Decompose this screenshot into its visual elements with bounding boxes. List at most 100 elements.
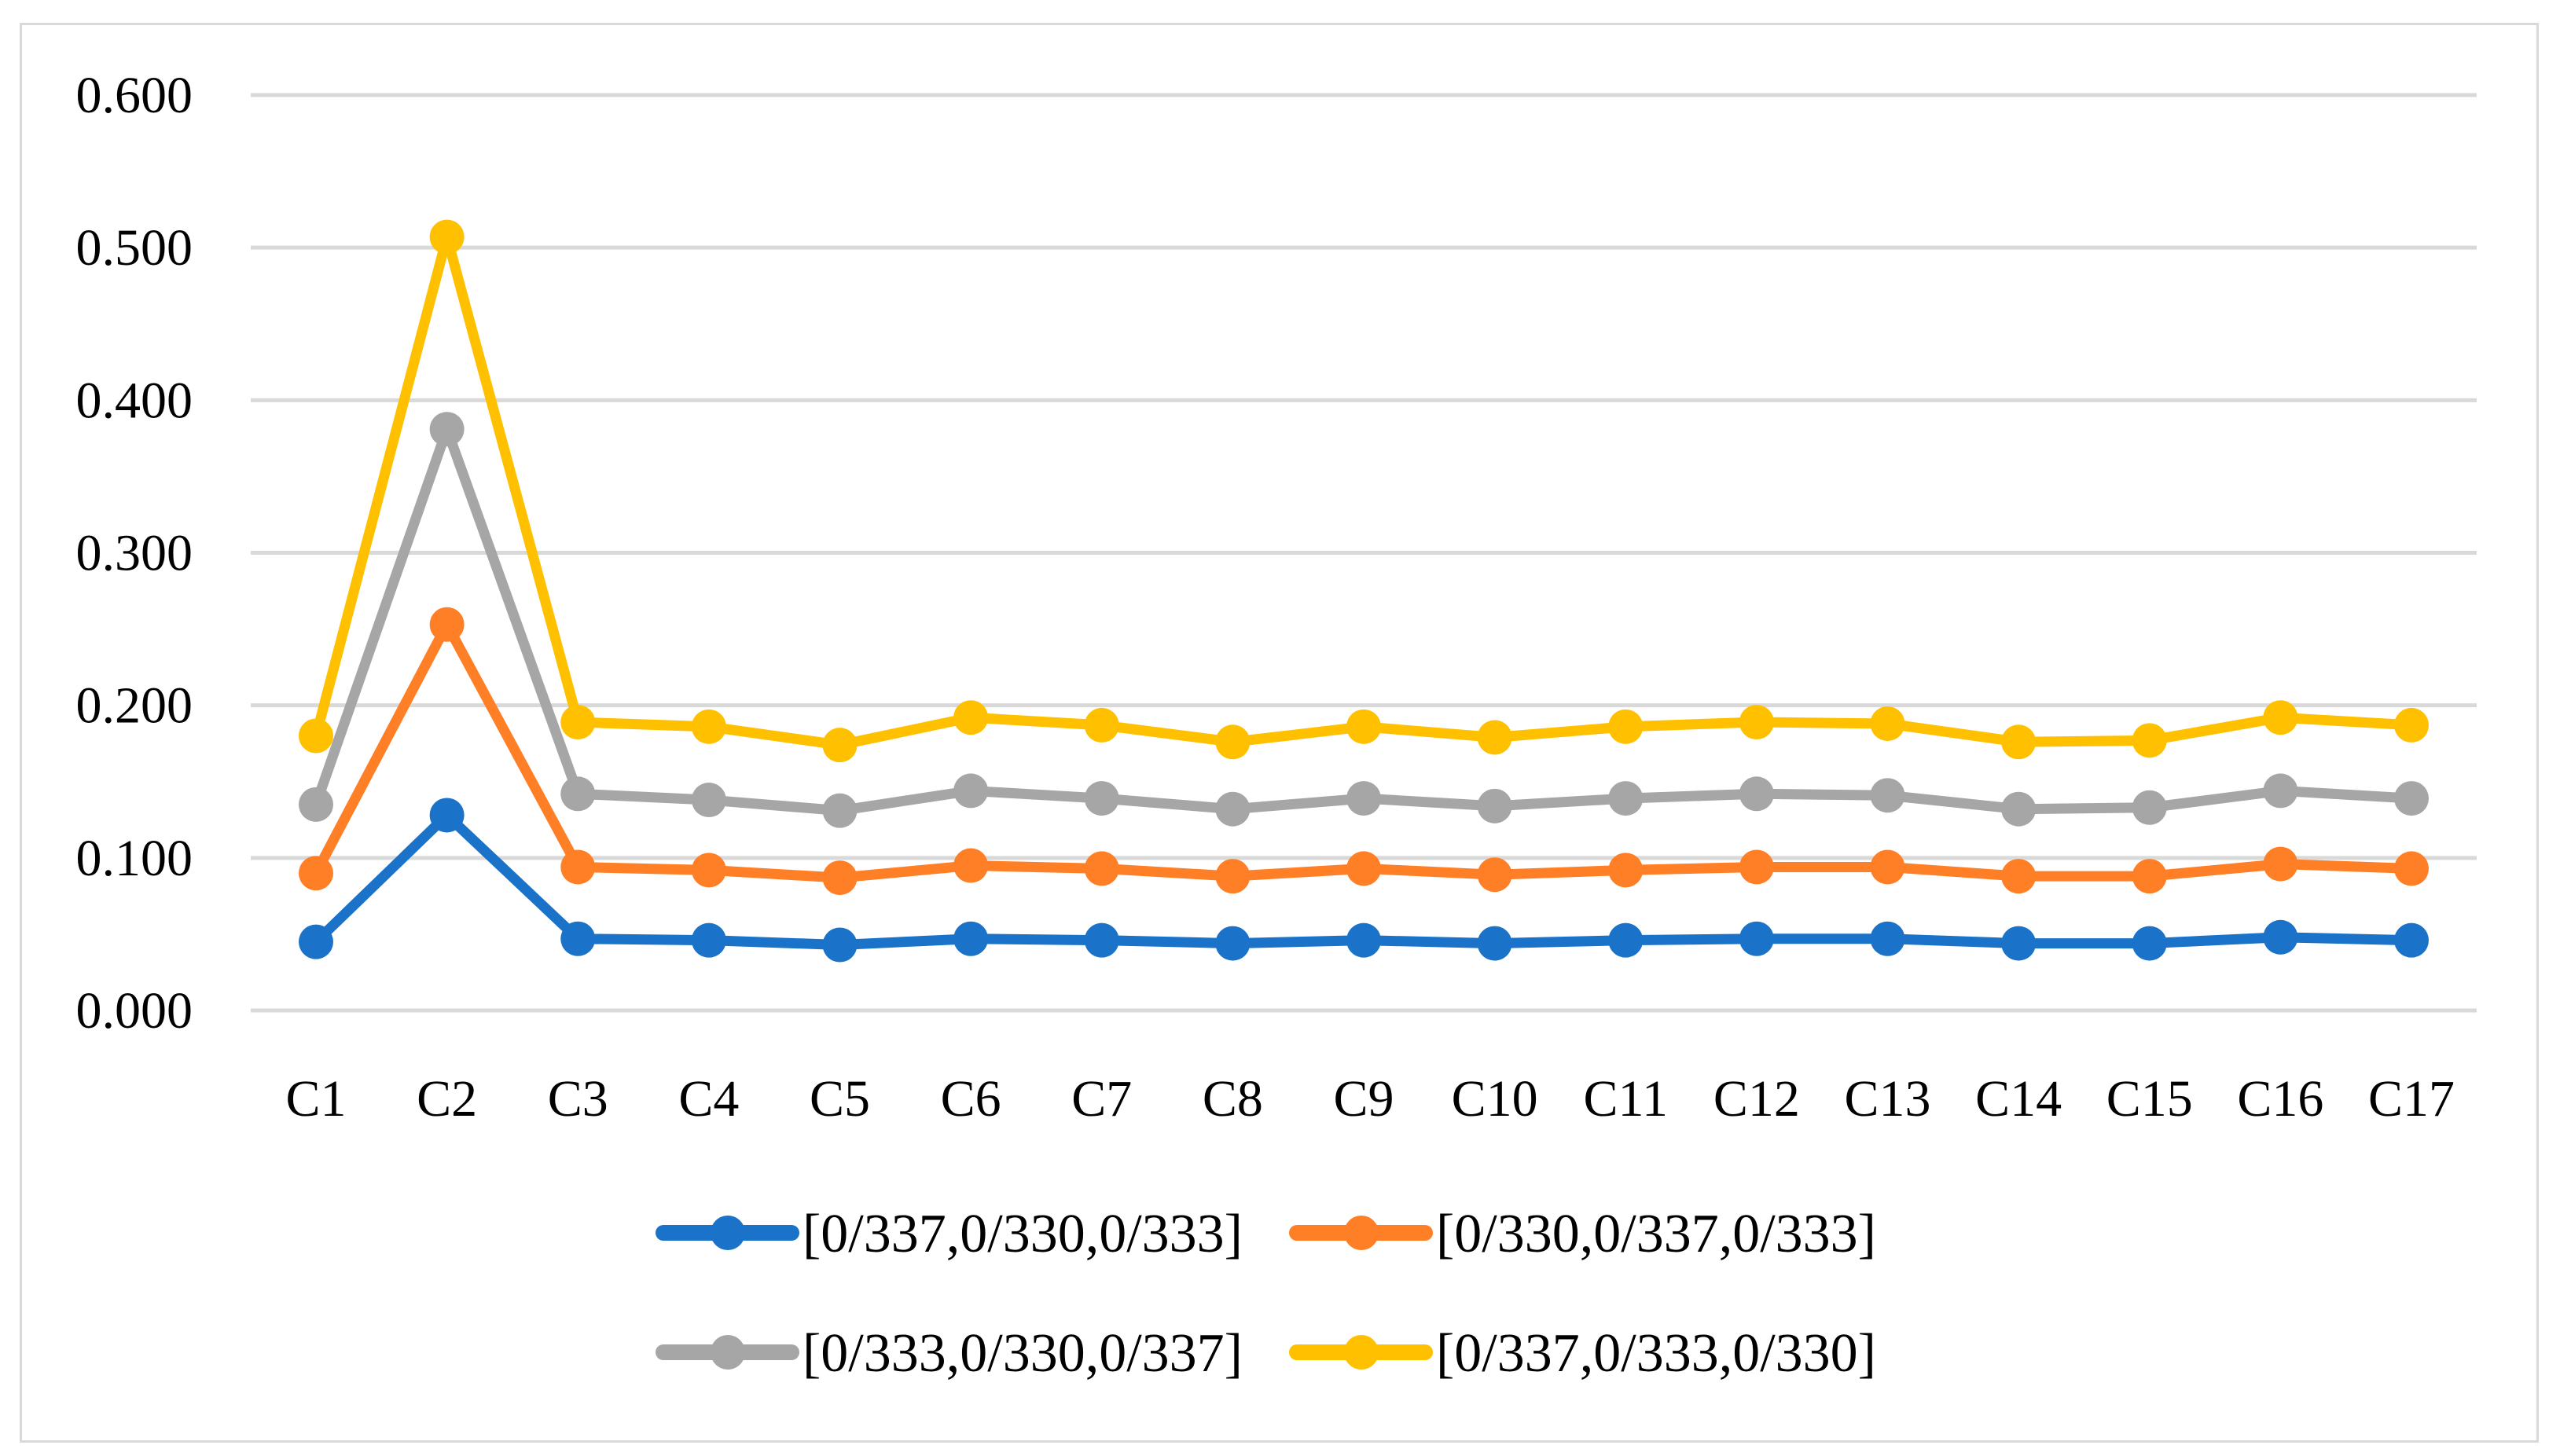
data-point <box>2001 791 2037 827</box>
x-tick-label: C1 <box>285 1070 346 1128</box>
x-tick-label: C4 <box>678 1070 739 1128</box>
data-point <box>953 848 989 883</box>
data-point <box>2394 922 2429 958</box>
data-point <box>1346 922 1381 958</box>
data-point <box>1215 926 1251 961</box>
series-4 <box>299 219 2429 763</box>
data-point <box>299 924 333 959</box>
data-point <box>1477 720 1512 755</box>
x-tick-label: C16 <box>2237 1070 2323 1128</box>
legend-label: [0/337,0/333,0/330] <box>1436 1323 1876 1384</box>
legend-item: [0/333,0/330,0/337] <box>656 1323 1243 1384</box>
x-tick-label: C6 <box>941 1070 1001 1128</box>
data-point <box>2394 851 2429 886</box>
data-point <box>560 921 596 956</box>
data-point <box>1084 707 1119 743</box>
data-point <box>691 709 726 744</box>
data-point <box>953 773 989 809</box>
data-point <box>1870 849 1905 885</box>
data-point <box>953 921 989 956</box>
data-point <box>1084 851 1119 886</box>
data-point <box>429 798 465 833</box>
series-2 <box>299 607 2429 896</box>
data-point <box>822 927 858 963</box>
data-point <box>2001 859 2037 894</box>
data-point <box>429 219 465 255</box>
data-point <box>822 793 858 828</box>
legend-item: [0/330,0/337,0/333] <box>1289 1204 1876 1264</box>
data-point <box>2263 773 2298 809</box>
data-point <box>2132 723 2167 758</box>
data-point <box>1215 724 1251 760</box>
data-point <box>2132 859 2167 894</box>
data-point <box>2132 790 2167 825</box>
data-point <box>2263 700 2298 735</box>
series-line <box>310 424 2412 816</box>
x-tick-label: C10 <box>1452 1070 1538 1128</box>
series-line <box>310 232 2412 750</box>
legend-label: [0/337,0/330,0/333] <box>803 1204 1243 1264</box>
data-point <box>1608 709 1644 744</box>
data-point <box>1346 709 1381 744</box>
data-point <box>1739 776 1774 812</box>
x-tick-label: C12 <box>1713 1070 1800 1128</box>
legend-marker-icon <box>1344 1335 1379 1370</box>
data-point <box>299 718 333 754</box>
data-point <box>822 728 858 763</box>
series-line <box>311 619 2412 883</box>
data-point <box>1346 851 1381 886</box>
legend-label: [0/330,0/337,0/333] <box>1436 1204 1876 1264</box>
data-point <box>1739 849 1774 885</box>
legend-marker-icon <box>711 1335 745 1370</box>
y-tick-label: 0.300 <box>76 525 193 582</box>
data-point <box>822 860 858 896</box>
data-point <box>691 922 726 958</box>
data-point <box>2001 926 2037 961</box>
y-tick-label: 0.100 <box>76 830 193 887</box>
data-point <box>429 607 465 642</box>
x-tick-label: C7 <box>1071 1070 1132 1128</box>
data-point <box>1477 857 1512 893</box>
data-point <box>299 787 333 822</box>
x-axis-ticks: C1 C2 C3 C4 C5 C6 C7 C8 C9 C10 C11 C12 C13 C14 C15 C16 C… <box>285 1070 2455 1128</box>
x-tick-label: C15 <box>2106 1070 2193 1128</box>
data-point <box>429 412 465 447</box>
data-point <box>691 853 726 888</box>
x-tick-label: C17 <box>2368 1070 2455 1128</box>
chart-frame <box>20 23 2539 1443</box>
x-tick-label: C3 <box>548 1070 608 1128</box>
x-tick-label: C13 <box>1844 1070 1930 1128</box>
x-tick-label: C9 <box>1333 1070 1394 1128</box>
y-axis-ticks: 0.000 0.100 0.200 0.300 0.400 0.500 0.600 <box>76 67 193 1040</box>
x-tick-label: C11 <box>1583 1070 1668 1128</box>
series-lines <box>299 219 2429 963</box>
x-tick-label: C8 <box>1203 1070 1263 1128</box>
data-point <box>1215 791 1251 827</box>
data-point <box>2263 846 2298 882</box>
data-point <box>299 856 333 891</box>
data-point <box>1477 788 1512 823</box>
y-tick-label: 0.500 <box>76 219 193 277</box>
legend-label: [0/333,0/330,0/337] <box>803 1323 1243 1384</box>
series-1 <box>299 798 2429 963</box>
data-point <box>2001 724 2037 760</box>
data-point <box>2263 919 2298 955</box>
y-tick-label: 0.000 <box>76 982 193 1040</box>
data-point <box>1739 705 1774 740</box>
data-point <box>953 700 989 735</box>
data-point <box>560 776 596 812</box>
data-point <box>1215 859 1251 894</box>
x-tick-label: C14 <box>1975 1070 2062 1128</box>
data-point <box>1870 706 1905 741</box>
data-point <box>1346 781 1381 816</box>
y-tick-label: 0.200 <box>76 677 193 735</box>
data-point <box>1739 921 1774 956</box>
data-point <box>1477 926 1512 961</box>
data-point <box>1870 921 1905 956</box>
y-tick-label: 0.600 <box>76 67 193 124</box>
data-point <box>691 783 726 818</box>
legend-item: [0/337,0/330,0/333] <box>656 1204 1243 1264</box>
legend: [0/337,0/330,0/333] [0/330,0/337,0/333] [0… <box>656 1204 1876 1384</box>
data-point <box>1870 778 1905 813</box>
